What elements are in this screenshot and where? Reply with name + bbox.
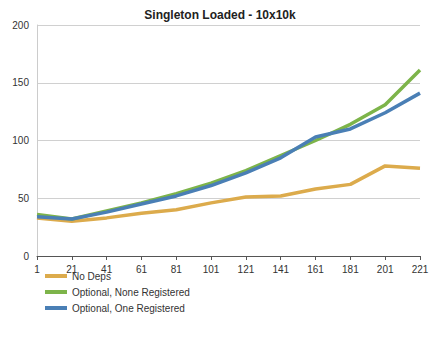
svg-text:Optional, None Registered: Optional, None Registered (72, 287, 190, 298)
svg-text:81: 81 (171, 264, 183, 275)
svg-text:121: 121 (238, 264, 255, 275)
svg-text:61: 61 (136, 264, 148, 275)
svg-text:Singleton Loaded - 10x10k: Singleton Loaded - 10x10k (144, 8, 296, 22)
svg-text:Optional, One Registered: Optional, One Registered (72, 303, 185, 314)
svg-text:161: 161 (307, 264, 324, 275)
svg-text:41: 41 (101, 263, 113, 275)
svg-text:200: 200 (12, 20, 29, 31)
svg-text:201: 201 (377, 264, 394, 275)
svg-text:150: 150 (12, 77, 29, 88)
svg-text:No Deps: No Deps (72, 271, 111, 282)
svg-text:141: 141 (272, 264, 289, 275)
svg-text:181: 181 (342, 264, 359, 275)
svg-text:0: 0 (23, 251, 29, 262)
svg-text:100: 100 (12, 135, 29, 146)
svg-text:1: 1 (34, 264, 40, 275)
svg-text:221: 221 (412, 264, 429, 275)
svg-text:21: 21 (66, 263, 78, 275)
svg-text:50: 50 (18, 193, 30, 204)
svg-text:101: 101 (203, 264, 220, 275)
